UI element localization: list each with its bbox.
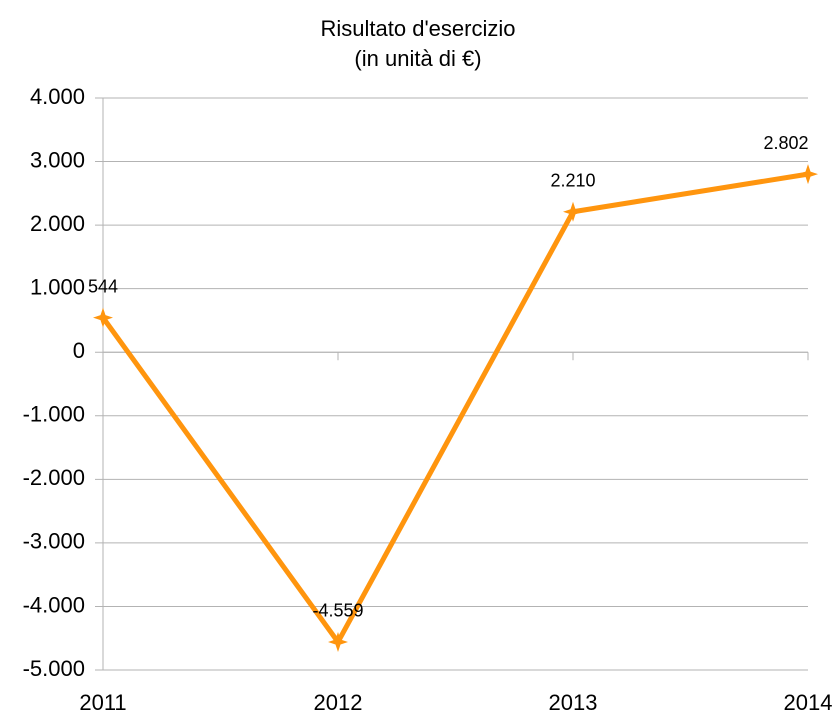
value-label: 2.802 xyxy=(763,133,808,153)
y-tick-label: -5.000 xyxy=(23,656,85,681)
y-tick-label: 0 xyxy=(73,338,85,363)
x-tick-label: 2011 xyxy=(79,690,126,715)
y-tick-label: 1.000 xyxy=(30,274,85,299)
x-tick-label: 2014 xyxy=(784,690,833,715)
y-tick-label: -2.000 xyxy=(23,465,85,490)
x-tick-label: 2012 xyxy=(314,690,363,715)
y-tick-label: -1.000 xyxy=(23,402,85,427)
value-label: 2.210 xyxy=(550,171,595,191)
chart-subtitle: (in unità di €) xyxy=(354,46,481,71)
marker xyxy=(93,307,113,328)
marker xyxy=(563,201,583,222)
y-tick-label: -3.000 xyxy=(23,529,85,554)
y-tick-label: 3.000 xyxy=(30,147,85,172)
y-tick-label: 4.000 xyxy=(30,84,85,109)
value-label: 544 xyxy=(88,276,118,296)
chart-title: Risultato d'esercizio xyxy=(321,16,516,41)
line xyxy=(100,171,809,645)
value-label: -4.559 xyxy=(312,601,363,621)
y-tick-label: 2.000 xyxy=(30,211,85,236)
marker xyxy=(328,631,348,652)
x-tick-label: 2013 xyxy=(549,690,598,715)
marker xyxy=(798,164,818,185)
y-tick-label: -4.000 xyxy=(23,592,85,617)
